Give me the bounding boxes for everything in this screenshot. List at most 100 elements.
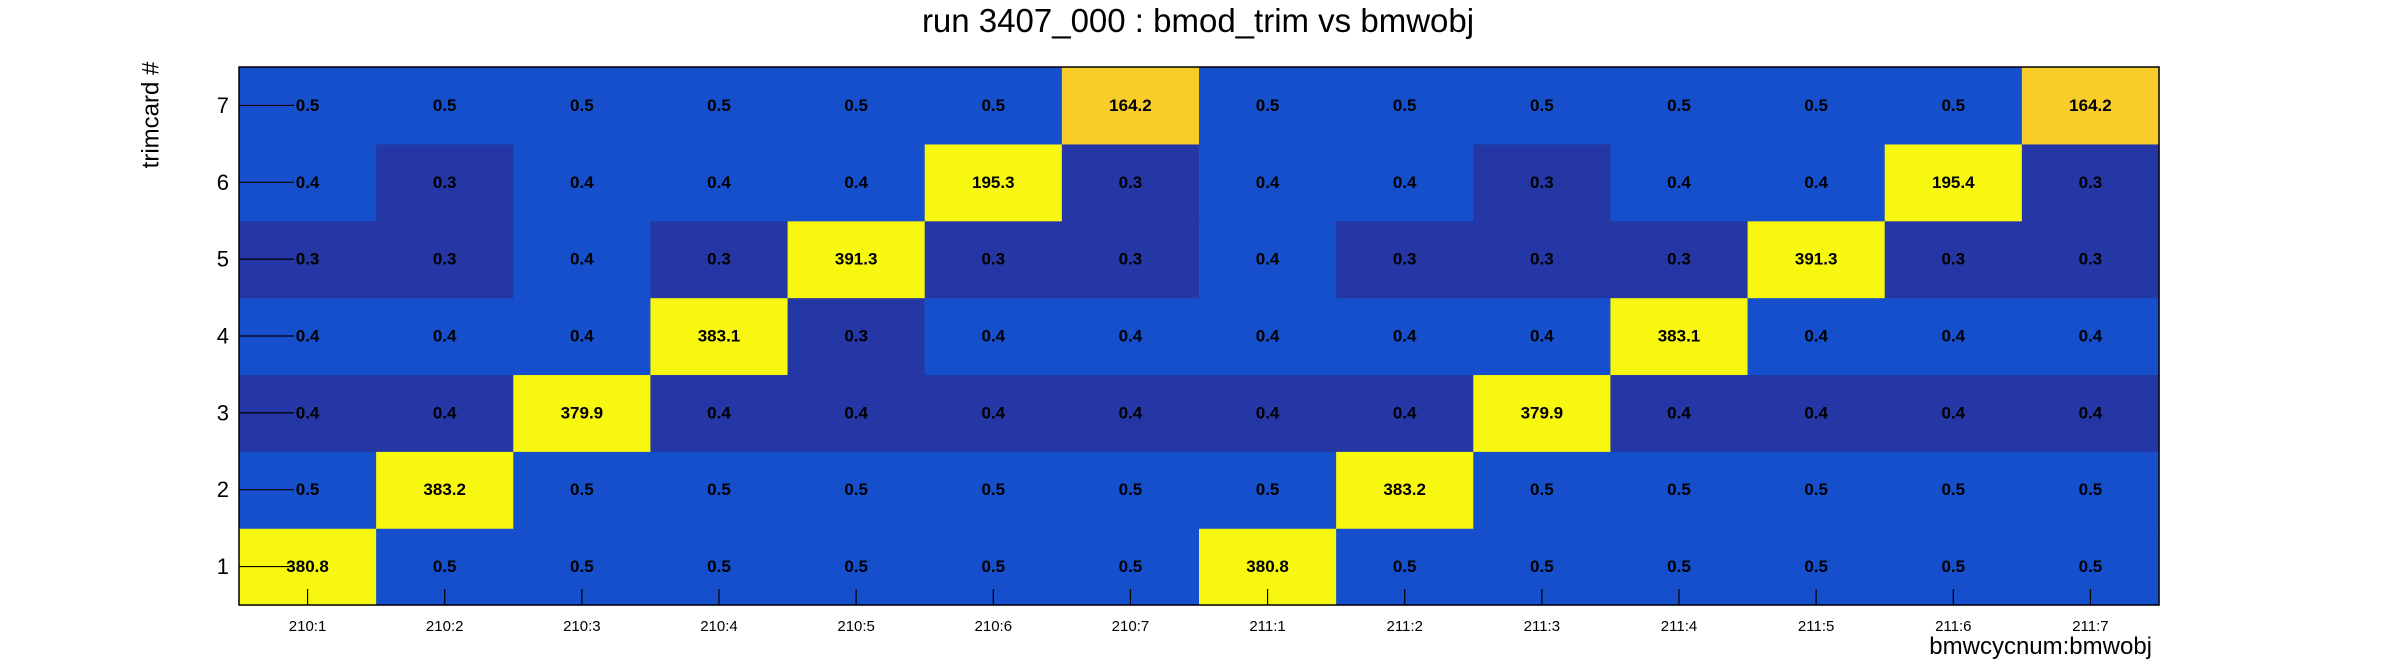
- heatmap-cell: [2021, 297, 2160, 376]
- cell-value-label: 0.4: [1119, 327, 1143, 346]
- heatmap-cell: [513, 451, 652, 529]
- x-tick-label: 210:2: [426, 618, 464, 635]
- cell-value-label: 0.4: [707, 403, 731, 422]
- x-tick-label: 210:7: [1112, 618, 1150, 635]
- cell-value-label: 0.5: [1804, 557, 1828, 576]
- heatmap-cell: [1747, 297, 1886, 376]
- y-tick-labels: 1 2 3 4 5 6 7: [217, 93, 229, 579]
- heatmap-cell: [1747, 143, 1886, 222]
- heatmap-cell: [1061, 220, 1200, 299]
- heatmap-cell: [1061, 67, 1200, 145]
- heatmap-cell: [1610, 143, 1749, 222]
- cell-value-label: 0.4: [1119, 403, 1143, 422]
- cell-value-label: 0.5: [981, 480, 1005, 499]
- heatmap-cell: [1336, 451, 1474, 529]
- cell-value-label: 195.3: [972, 173, 1015, 192]
- cell-value-label: 0.3: [981, 250, 1005, 269]
- heatmap-cell: [513, 143, 652, 222]
- heatmap-cell: [1610, 374, 1749, 452]
- y-tick-label: 4: [217, 324, 229, 349]
- cell-value-label: 0.5: [1804, 96, 1828, 115]
- heatmap-cell: [376, 297, 514, 376]
- heatmap-cell: [787, 67, 926, 145]
- cell-value-label: 0.5: [707, 96, 731, 115]
- cell-value-label: 0.4: [433, 403, 457, 422]
- cell-value-label: 0.4: [1393, 173, 1417, 192]
- heatmap-cell: [924, 374, 1063, 452]
- cell-value-label: 0.5: [1393, 96, 1417, 115]
- heatmap-cell: [924, 220, 1063, 299]
- cell-value-label: 0.3: [2079, 173, 2103, 192]
- heatmap-cell: [1747, 67, 1886, 145]
- y-tick-label: 3: [217, 400, 229, 425]
- cell-value-label: 0.4: [1256, 250, 1280, 269]
- x-axis-title: bmwcycnum:bmwobj: [1929, 633, 2152, 660]
- heatmap-cell: [2021, 143, 2160, 222]
- cell-value-label: 379.9: [1521, 403, 1564, 422]
- cell-value-label: 164.2: [2069, 96, 2112, 115]
- y-tick-label: 7: [217, 93, 229, 118]
- cell-value-label: 0.5: [1393, 557, 1417, 576]
- heatmap-cell: [1336, 297, 1474, 376]
- cell-value-label: 0.3: [1941, 250, 1965, 269]
- cell-value-label: 0.4: [1941, 403, 1965, 422]
- heatmap-cell: [1199, 67, 1337, 145]
- cell-value-label: 0.5: [1530, 96, 1554, 115]
- cell-value-label: 0.4: [844, 403, 868, 422]
- cell-value-label: 0.5: [981, 557, 1005, 576]
- heatmap-cell: [1747, 220, 1886, 299]
- heatmap-cell: [1884, 143, 2023, 222]
- x-tick-label: 210:5: [837, 618, 875, 635]
- cell-value-label: 195.4: [1932, 173, 1975, 192]
- chart-title: run 3407_000 : bmod_trim vs bmwobj: [921, 2, 1475, 39]
- cell-value-label: 0.4: [2079, 327, 2103, 346]
- heatmap-cell: [376, 220, 514, 299]
- heatmap-cell: [650, 374, 789, 452]
- y-tick-label: 1: [217, 554, 229, 579]
- cell-value-label: 0.5: [1667, 480, 1691, 499]
- cell-value-label: 0.4: [296, 327, 320, 346]
- heatmap-cell: [376, 374, 514, 452]
- y-tick-marks: [239, 104, 294, 568]
- heatmap-cell: [1884, 374, 2023, 452]
- heatmap-cell: [2021, 67, 2160, 145]
- x-tick-label: 211:1: [1249, 618, 1285, 635]
- cell-value-label: 0.5: [1941, 480, 1965, 499]
- heatmap-cell: [2021, 220, 2160, 299]
- cell-value-label: 383.2: [423, 480, 466, 499]
- cell-value-label: 0.5: [1256, 480, 1280, 499]
- cell-value-label: 0.4: [1667, 403, 1691, 422]
- cell-value-label: 0.3: [1667, 250, 1691, 269]
- cell-value-label: 0.4: [1256, 403, 1280, 422]
- cell-value-label: 0.4: [1256, 173, 1280, 192]
- heatmap-cell: [1199, 143, 1337, 222]
- cell-value-label: 0.5: [844, 96, 868, 115]
- y-tick-label: 5: [217, 247, 229, 272]
- heatmap-cell: [1747, 374, 1886, 452]
- cell-value-label: 0.5: [433, 96, 457, 115]
- cell-value-label: 0.5: [1256, 96, 1280, 115]
- heatmap-cell: [513, 67, 652, 145]
- cell-value-label: 0.5: [844, 480, 868, 499]
- cell-value-label: 0.5: [844, 557, 868, 576]
- heatmap-cell: [513, 220, 652, 299]
- heatmap-cell: [650, 451, 789, 529]
- heatmap-cell: [1884, 451, 2023, 529]
- cell-value-label: 0.4: [1256, 327, 1280, 346]
- cell-value-label: 0.3: [433, 173, 457, 192]
- y-axis-title: trimcard #: [137, 61, 164, 168]
- cell-value-label: 0.3: [1530, 173, 1554, 192]
- cell-value-label: 0.5: [981, 96, 1005, 115]
- cell-value-label: 0.4: [296, 173, 320, 192]
- cell-value-label: 0.5: [1667, 96, 1691, 115]
- cell-value-label: 0.4: [2079, 403, 2103, 422]
- cell-value-label: 0.5: [1941, 557, 1965, 576]
- cell-value-label: 0.3: [1393, 250, 1417, 269]
- heatmap-cell: [1199, 374, 1337, 452]
- x-tick-label: 211:4: [1661, 618, 1697, 635]
- heatmap-cell: [1336, 220, 1474, 299]
- cell-value-label: 379.9: [561, 403, 604, 422]
- cell-value-label: 380.8: [286, 557, 329, 576]
- heatmap-cell: [1473, 220, 1612, 299]
